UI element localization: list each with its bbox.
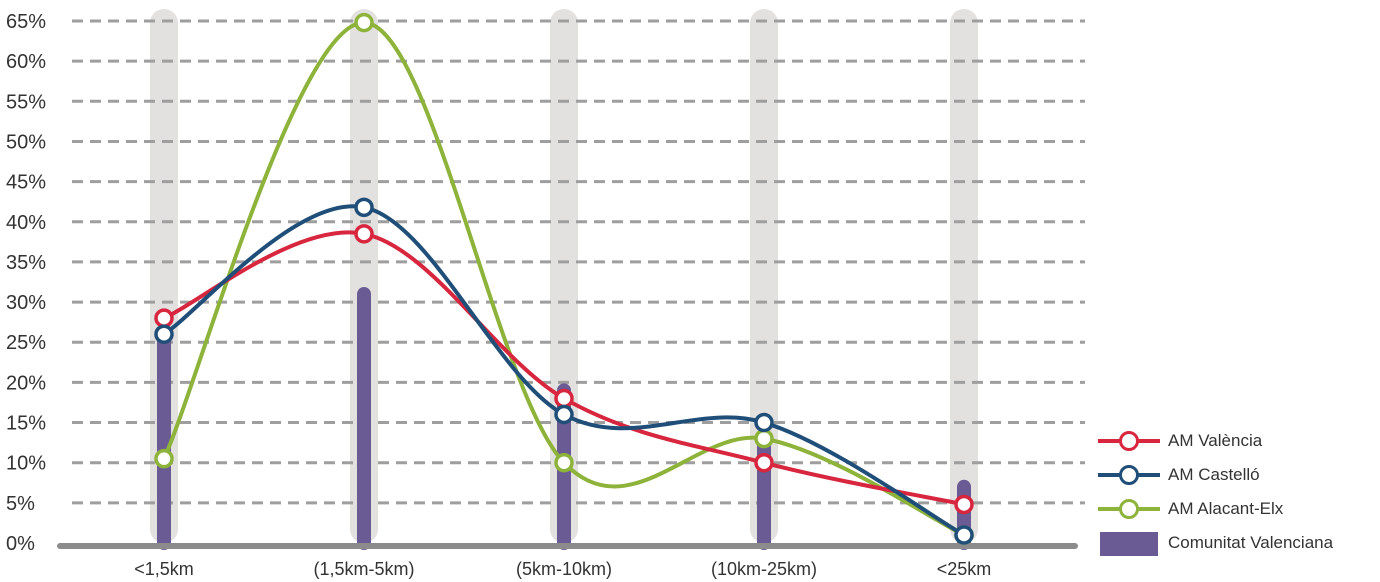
legend-item-am-alacant-elx: AM Alacant-Elx [1096,492,1376,526]
y-tick-label: 45% [6,172,46,194]
x-tick-label: (5km-10km) [516,559,612,579]
y-tick-label: 55% [6,91,46,113]
data-point [754,412,774,433]
data-point [354,224,374,244]
y-tick-label: 65% [6,11,46,33]
legend-swatch-am-valencia [1096,430,1162,452]
legend-item-am-castello: AM Castelló [1096,458,1376,492]
x-tick-label: (1,5km-5km) [313,559,414,579]
data-point [954,525,974,545]
y-tick-label: 40% [6,212,46,234]
series-line [162,20,965,537]
data-point [954,494,974,515]
data-point [554,452,574,473]
legend: AM València AM Castelló AM Alacant-Elx C… [1096,424,1376,560]
y-tick-label: 5% [6,493,35,515]
legend-swatch-am-castello [1096,464,1162,486]
data-point [354,197,374,218]
data-point [754,428,774,449]
data-point [154,324,174,344]
data-point [754,452,774,473]
legend-swatch-comunitat-valenciana [1096,532,1162,556]
data-point [154,448,174,469]
legend-label: AM València [1168,431,1263,450]
legend-item-am-valencia: AM València [1096,424,1376,458]
legend-label: Comunitat Valenciana [1168,533,1334,552]
legend-label: AM Castelló [1168,465,1260,484]
data-point [554,404,574,425]
data-point [554,388,574,409]
legend-item-comunitat-valenciana: Comunitat Valenciana [1096,526,1376,560]
x-tick-label: <1,5km [134,559,194,579]
y-tick-label: 50% [6,131,46,153]
x-tick-label: (10km-25km) [711,559,817,579]
y-tick-label: 35% [6,252,46,274]
y-tick-label: 30% [6,292,46,314]
y-tick-label: 0% [6,533,35,555]
y-tick-label: 20% [6,372,46,394]
legend-label: AM Alacant-Elx [1168,499,1284,518]
y-tick-label: 60% [6,51,46,73]
legend-swatch-am-alacant-elx [1096,498,1162,520]
y-tick-label: 10% [6,453,46,475]
x-tick-label: <25km [937,559,992,579]
data-point [354,12,374,33]
data-point [154,308,174,328]
y-tick-label: 15% [6,413,46,435]
y-tick-label: 25% [6,332,46,354]
